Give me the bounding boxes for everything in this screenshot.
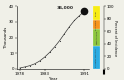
Text: Diabetes mellitus: Diabetes mellitus [96, 48, 97, 67]
Y-axis label: Percent of Incidence: Percent of Incidence [113, 20, 117, 56]
Text: Glomerulo.: Glomerulo. [96, 18, 97, 30]
X-axis label: Year: Year [49, 77, 57, 80]
Bar [93, 46, 100, 69]
Bar [93, 29, 100, 46]
Bar [93, 20, 100, 29]
Text: Hypertension: Hypertension [96, 30, 97, 44]
Bar [93, 6, 100, 20]
Text: Other: Other [96, 10, 97, 16]
Text: 36,000: 36,000 [57, 5, 74, 9]
Y-axis label: Thousands: Thousands [4, 27, 8, 48]
